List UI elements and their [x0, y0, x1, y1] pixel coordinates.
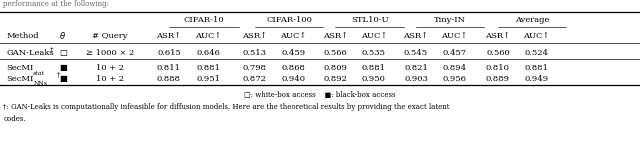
- Text: 0.889: 0.889: [486, 75, 510, 82]
- Text: 0.809: 0.809: [323, 64, 348, 72]
- Text: ≥ 1000 × 2: ≥ 1000 × 2: [86, 49, 134, 57]
- Text: $\theta$: $\theta$: [60, 31, 66, 41]
- Text: □: □: [59, 49, 67, 57]
- Text: †: †: [50, 45, 53, 53]
- Text: 0.459: 0.459: [281, 49, 305, 57]
- Text: 0.950: 0.950: [362, 75, 386, 82]
- Text: 0.535: 0.535: [362, 49, 386, 57]
- Text: 0.566: 0.566: [323, 49, 348, 57]
- Text: Method: Method: [6, 32, 39, 40]
- Text: 0.810: 0.810: [486, 64, 510, 72]
- Text: 0.560: 0.560: [486, 49, 510, 57]
- Text: # Query: # Query: [92, 32, 128, 40]
- Text: NNs: NNs: [33, 81, 47, 86]
- Text: 0.646: 0.646: [196, 49, 221, 57]
- Text: CIFAR-10: CIFAR-10: [184, 16, 224, 24]
- Text: 0.881: 0.881: [362, 64, 386, 72]
- Text: performance at the following:: performance at the following:: [3, 0, 109, 8]
- Text: 0.956: 0.956: [442, 75, 467, 82]
- Text: Average: Average: [515, 16, 549, 24]
- Text: ASR↑: ASR↑: [485, 32, 511, 40]
- Text: 0.892: 0.892: [323, 75, 348, 82]
- Text: 10 + 2: 10 + 2: [96, 75, 124, 82]
- Text: 0.615: 0.615: [157, 49, 181, 57]
- Text: Tiny-IN: Tiny-IN: [435, 16, 466, 24]
- Text: AUC↑: AUC↑: [195, 32, 222, 40]
- Text: 0.888: 0.888: [157, 75, 181, 82]
- Text: 10 + 2: 10 + 2: [96, 64, 124, 72]
- Text: CIFAR-100: CIFAR-100: [266, 16, 312, 24]
- Text: AUC↑: AUC↑: [441, 32, 468, 40]
- Text: STL10-U: STL10-U: [351, 16, 388, 24]
- Text: ■: ■: [59, 64, 67, 72]
- Text: AUC↑: AUC↑: [523, 32, 550, 40]
- Text: 0.903: 0.903: [404, 75, 428, 82]
- Text: 0.894: 0.894: [442, 64, 467, 72]
- Text: ASR↑: ASR↑: [156, 32, 182, 40]
- Text: ASR↑: ASR↑: [323, 32, 348, 40]
- Text: AUC↑: AUC↑: [360, 32, 387, 40]
- Text: †: †: [57, 71, 60, 79]
- Text: 0.951: 0.951: [196, 75, 221, 82]
- Text: GAN-Leaks: GAN-Leaks: [6, 49, 54, 57]
- Text: 0.513: 0.513: [243, 49, 267, 57]
- Text: 0.524: 0.524: [524, 49, 548, 57]
- Text: 0.881: 0.881: [196, 64, 221, 72]
- Text: □: white-box access    ■: black-box access: □: white-box access ■: black-box access: [244, 91, 396, 99]
- Text: 0.949: 0.949: [524, 75, 548, 82]
- Text: 0.545: 0.545: [404, 49, 428, 57]
- Text: SecMI: SecMI: [6, 64, 34, 72]
- Text: 0.821: 0.821: [404, 64, 428, 72]
- Text: 0.940: 0.940: [281, 75, 305, 82]
- Text: ■: ■: [59, 75, 67, 82]
- Text: ASR↑: ASR↑: [403, 32, 429, 40]
- Text: 0.872: 0.872: [243, 75, 267, 82]
- Text: stat: stat: [33, 71, 45, 76]
- Text: AUC↑: AUC↑: [280, 32, 307, 40]
- Text: 0.798: 0.798: [243, 64, 267, 72]
- Text: 0.881: 0.881: [524, 64, 548, 72]
- Text: codes.: codes.: [3, 115, 26, 123]
- Text: ASR↑: ASR↑: [242, 32, 268, 40]
- Text: SecMI: SecMI: [6, 75, 34, 82]
- Text: 0.868: 0.868: [281, 64, 305, 72]
- Text: 0.457: 0.457: [442, 49, 467, 57]
- Text: 0.811: 0.811: [157, 64, 181, 72]
- Text: †: GAN-Leaks is computationally infeasible for diffusion models. Here are the th: †: GAN-Leaks is computationally infeasib…: [3, 103, 450, 111]
